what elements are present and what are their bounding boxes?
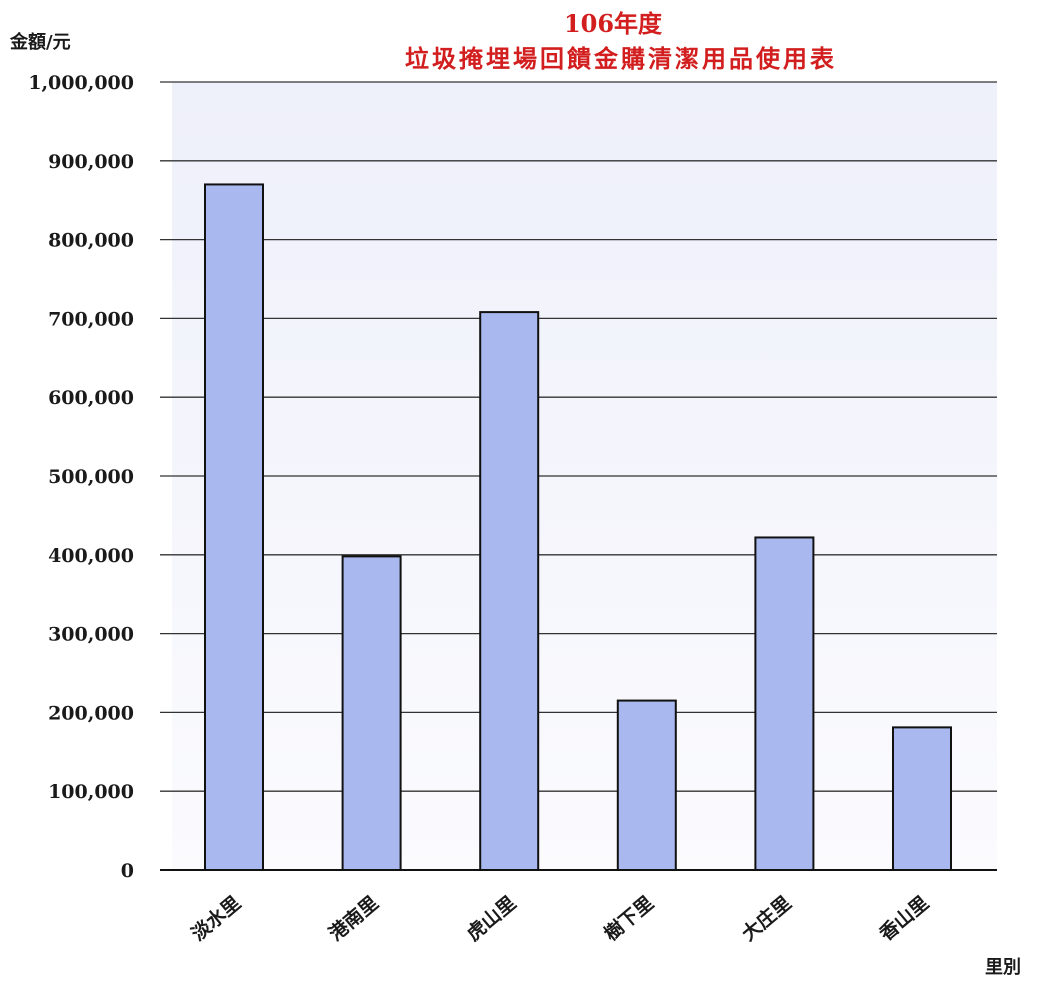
chart-subtitle: 垃圾掩埋場回饋金購清潔用品使用表 — [405, 44, 837, 73]
bar-5 — [754, 536, 815, 871]
bar-3 — [479, 311, 540, 871]
x-category-label: 淡水里 — [187, 892, 245, 946]
y-axis-ticks: 0 100,000 200,000 300,000 400,000 500,000 600,… — [28, 72, 134, 882]
x-category-label: 虎山里 — [462, 891, 520, 945]
y-tick-label: 0 — [121, 860, 134, 882]
gridlines — [160, 81, 997, 792]
x-axis-title: 里別 — [985, 957, 1021, 978]
bars — [204, 183, 952, 872]
y-tick-label: 700,000 — [48, 308, 134, 330]
x-category-label: 香山里 — [875, 892, 934, 946]
y-tick-label: 100,000 — [48, 781, 134, 803]
y-tick-label: 900,000 — [48, 151, 134, 173]
bar-6 — [892, 726, 952, 872]
x-category-label: 港南里 — [325, 892, 383, 946]
y-tick-label: 200,000 — [48, 702, 134, 724]
y-axis-title: 金額/元 — [9, 31, 71, 53]
bar-1 — [204, 183, 264, 871]
y-tick-label: 800,000 — [48, 230, 134, 252]
x-category-label: 大庄里 — [737, 891, 795, 945]
y-tick-label: 1,000,000 — [28, 72, 134, 94]
x-category-label: 樹下里 — [600, 891, 658, 945]
y-tick-label: 600,000 — [48, 387, 134, 409]
y-tick-label: 500,000 — [48, 466, 134, 488]
x-axis-categories: 淡水里 港南里 虎山里 樹下里 大庄里 香山里 — [187, 891, 933, 946]
y-tick-label: 300,000 — [48, 624, 134, 646]
chart-title: 106年度 — [564, 9, 663, 38]
bar-4 — [616, 699, 677, 872]
bar-2 — [341, 555, 402, 871]
y-tick-label: 400,000 — [48, 545, 134, 567]
